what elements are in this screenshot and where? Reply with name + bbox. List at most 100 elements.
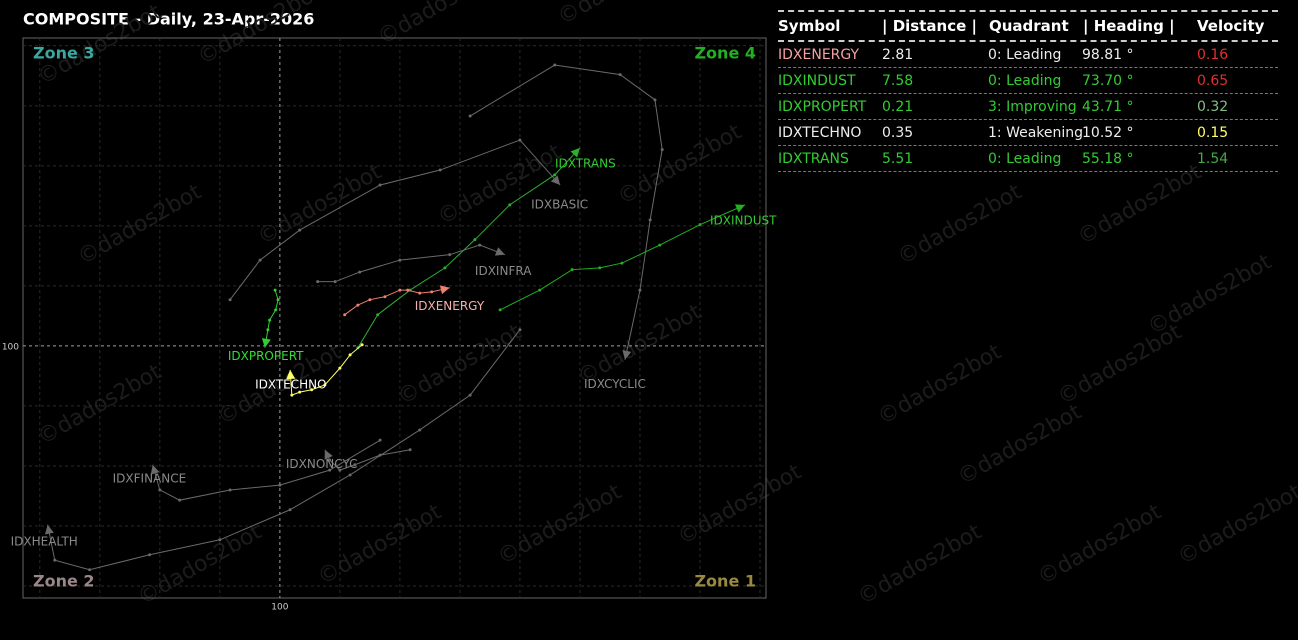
table-row: IDXTECHNO 0.35 1: Weakening 10.52 ° 0.15 [778, 120, 1278, 146]
trail-dot [518, 138, 522, 142]
trail-dot [338, 468, 342, 472]
table-cell: 5.51 [882, 150, 914, 167]
table-cell: 3: Improving [988, 98, 1077, 115]
arrow-head [734, 204, 745, 213]
trail-dot [698, 223, 702, 227]
trail-dot [158, 488, 162, 492]
trail-dot [620, 261, 624, 265]
table-cell: 0.15 [1197, 124, 1229, 141]
table-cell: 73.70 ° [1082, 72, 1134, 89]
trail-dot [218, 538, 222, 542]
trail-dot [478, 243, 482, 247]
table-cell: 43.71 ° [1082, 98, 1134, 115]
trail-dot [228, 488, 232, 492]
table-header: Symbol | Distance | Quadrant | Heading | Vel… [778, 10, 1278, 42]
table-cell: Quadrant [989, 17, 1069, 35]
zone-label: Zone 3 [33, 44, 95, 63]
trail-dot [376, 313, 380, 317]
arrow-head [150, 464, 160, 475]
trail-dot [353, 463, 357, 467]
trail-dot [343, 313, 347, 317]
series-label: IDXINFRA [475, 264, 532, 278]
trail-dot [273, 288, 277, 292]
trail-dot [468, 393, 472, 397]
table-row: IDXPROPERT 0.21 3: Improving 43.71 ° 0.32 [778, 94, 1278, 120]
trail-dot [438, 168, 442, 172]
zone-label: Zone 4 [694, 44, 756, 63]
trail-dot [570, 268, 574, 272]
arrow-head [286, 369, 296, 380]
table-cell: 7.58 [882, 72, 914, 89]
table-cell: | Heading | [1083, 17, 1175, 35]
trail-dot [553, 173, 557, 177]
trail-dot [298, 390, 302, 394]
arrow-head [494, 247, 505, 256]
trail-dot [638, 288, 642, 292]
trail-dot [274, 308, 278, 312]
trail-dot [408, 448, 412, 452]
table-cell: 0.21 [882, 98, 914, 115]
series-label: IDXINDUST [710, 213, 777, 227]
table-row: IDXINDUST 7.58 0: Leading 73.70 ° 0.65 [778, 68, 1278, 94]
trail-dot [356, 303, 360, 307]
table-cell: IDXINDUST [778, 72, 856, 89]
trail [47, 329, 521, 571]
table-cell: 0.35 [882, 124, 914, 141]
table-cell: 0.65 [1197, 72, 1229, 89]
series-label: IDXTECHNO [255, 377, 327, 391]
table-cell: 0.32 [1197, 98, 1229, 115]
trail-dot [378, 183, 382, 187]
trail-dot [328, 468, 332, 472]
table-row: IDXTRANS 5.51 0: Leading 55.18 ° 1.54 [778, 146, 1278, 172]
trail-dot [348, 473, 352, 477]
table-row: IDXENERGY 2.81 0: Leading 98.81 ° 0.16 [778, 42, 1278, 68]
trail-dot [618, 73, 622, 77]
trail-dot [398, 288, 402, 292]
trail-dot [508, 203, 512, 207]
trail-dot [378, 438, 382, 442]
watermark: ©dados2bot [874, 339, 1007, 430]
trail-dot [383, 295, 387, 299]
table-cell: 0: Leading [988, 72, 1062, 89]
trail-dot [53, 558, 57, 562]
table-cell: Velocity [1197, 17, 1265, 35]
y-tick-label: 100 [2, 342, 19, 352]
series-label: IDXENERGY [415, 299, 485, 313]
trail [357, 147, 581, 348]
table-cell: 55.18 ° [1082, 150, 1134, 167]
watermark: ©dados2bot [1174, 479, 1298, 570]
trail-dot [258, 258, 262, 262]
trail-dot [660, 148, 664, 152]
table-cell: | Distance | [882, 17, 977, 35]
trail-dot [658, 243, 662, 247]
trail-dot [228, 298, 232, 302]
trail-dot [418, 291, 422, 295]
trail-dot [358, 270, 362, 274]
series-label: IDXNONCYC [286, 457, 358, 471]
watermark: ©dados2bot [1074, 159, 1207, 250]
table-cell: 1: Weakening [988, 124, 1084, 141]
trail-dot [360, 343, 364, 347]
trail-dot [538, 288, 542, 292]
trail-dot [518, 328, 522, 332]
watermark: ©dados2bot [434, 139, 567, 230]
watermark: ©dados2bot [1034, 499, 1167, 590]
series-label: IDXFINANCE [113, 471, 187, 485]
arrow-head [550, 175, 561, 186]
trail-dot [333, 280, 337, 284]
zone-label: Zone 1 [694, 572, 756, 591]
trail-dot [266, 328, 270, 332]
trail-dot [288, 508, 292, 512]
table-cell: IDXTECHNO [778, 124, 862, 141]
watermark: ©dados2bot [254, 159, 387, 250]
chart-title: COMPOSITE - Daily, 23-Apr-2026 [23, 10, 314, 29]
arrow-head [570, 147, 580, 158]
watermark: ©dados2bot [614, 119, 747, 210]
arrow-head [439, 285, 450, 295]
trail-dot [148, 553, 152, 557]
table: Symbol | Distance | Quadrant | Heading | Vel… [778, 10, 1278, 172]
trail [324, 449, 411, 471]
table-cell: 10.52 ° [1082, 124, 1134, 141]
arrow-head [622, 349, 632, 360]
